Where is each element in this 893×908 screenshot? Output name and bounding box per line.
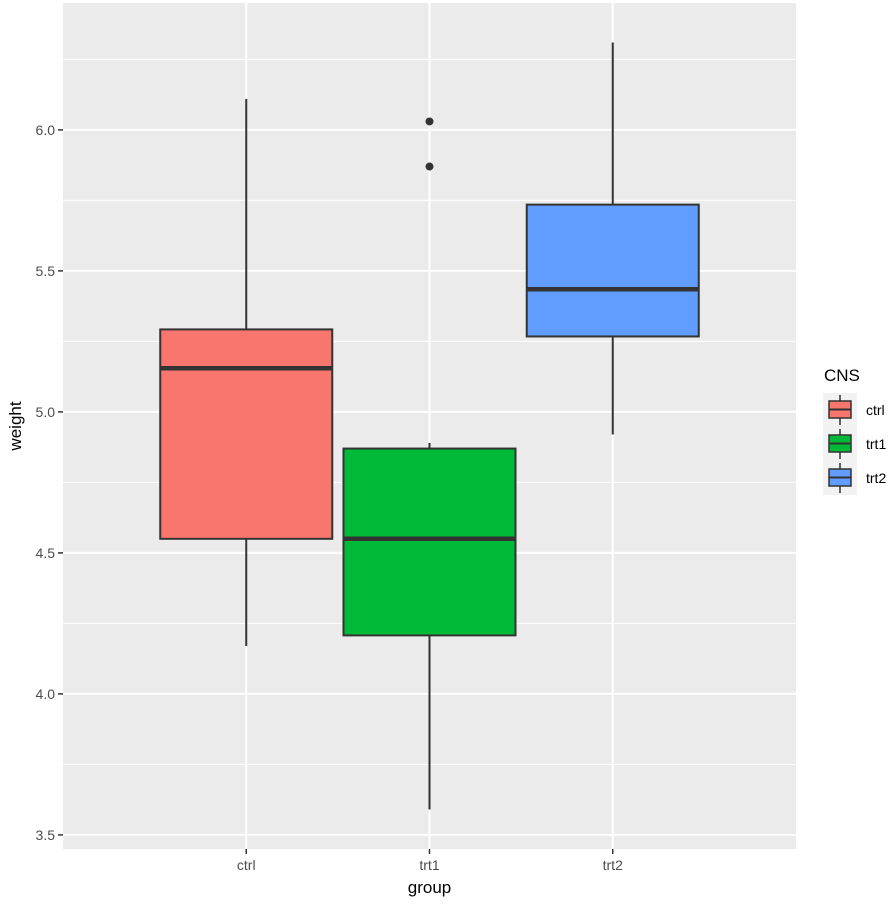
y-tick-label: 5.0 — [36, 404, 56, 420]
legend-item-trt1: trt1 — [823, 427, 886, 461]
x-axis-title: group — [408, 878, 451, 897]
legend-label: ctrl — [866, 402, 885, 418]
y-tick-label: 4.0 — [36, 686, 56, 702]
legend: CNS ctrl trt1 trt2 — [823, 366, 886, 495]
y-tick-label: 3.5 — [36, 827, 56, 843]
box-body — [159, 328, 334, 540]
y-tick-label: 4.5 — [36, 545, 56, 561]
x-tick-label: trt1 — [419, 857, 439, 873]
box-trt2 — [525, 42, 700, 435]
legend-title: CNS — [824, 366, 860, 385]
box-ctrl — [159, 98, 334, 646]
outlier-point — [425, 117, 434, 126]
x-tick-label: trt2 — [603, 857, 623, 873]
box-trt1 — [342, 117, 517, 810]
legend-label: trt1 — [866, 436, 886, 452]
legend-item-ctrl: ctrl — [823, 393, 885, 427]
boxes-layer — [159, 42, 700, 810]
outlier-point — [425, 162, 434, 171]
legend-item-trt2: trt2 — [823, 461, 886, 495]
y-tick-label: 6.0 — [36, 122, 56, 138]
y-tick-label: 5.5 — [36, 263, 56, 279]
legend-label: trt2 — [866, 470, 886, 486]
y-axis: 3.5 4.0 4.5 5.0 5.5 6.0 — [36, 122, 63, 843]
x-axis: ctrl trt1 trt2 — [237, 849, 623, 873]
x-tick-label: ctrl — [237, 857, 256, 873]
box-body — [342, 447, 517, 637]
box-body — [525, 203, 700, 338]
y-axis-title: weight — [6, 401, 25, 451]
